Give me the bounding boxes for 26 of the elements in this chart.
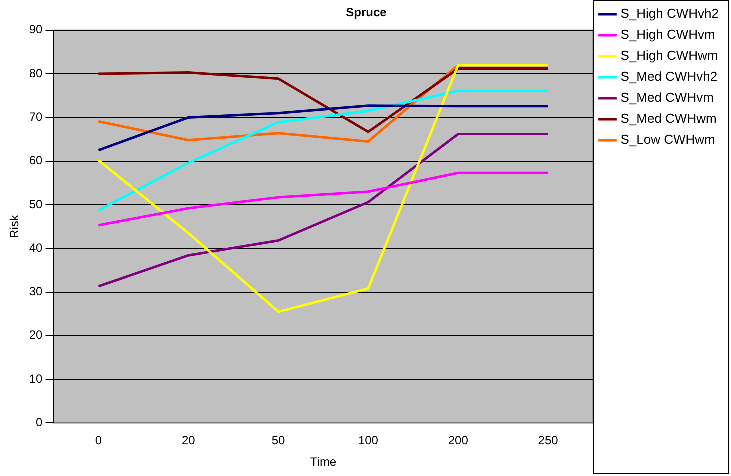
y-tick-label: 60: [29, 154, 44, 168]
x-axis-title: Time: [310, 455, 337, 470]
y-tick-label: 70: [29, 110, 44, 124]
x-tick-label: 250: [538, 434, 559, 448]
y-tick-label: 80: [29, 66, 44, 80]
legend-label: S_Med CWHvh2: [620, 69, 718, 84]
y-tick-label: 40: [29, 240, 44, 255]
legend-label: S_Low CWHwm: [620, 132, 716, 148]
x-tick-label: 100: [358, 434, 379, 448]
y-tick-label: 0: [36, 416, 44, 430]
legend-label: S_Med CWHvm: [620, 90, 714, 106]
legend-label: S_High CWHwm: [620, 48, 718, 64]
legend-label: S_High CWHvm: [620, 27, 716, 42]
y-tick-label: 10: [29, 372, 44, 386]
chart-title: Spruce: [346, 6, 388, 20]
x-tick-label: 20: [182, 434, 196, 448]
y-tick-label: 20: [29, 328, 44, 342]
legend-label: S_Med CWHwm: [620, 111, 717, 126]
y-axis-title: Risk: [8, 214, 22, 238]
y-tick-label: 50: [29, 197, 44, 212]
y-tick-label: 90: [29, 22, 44, 37]
x-tick-label: 50: [272, 434, 286, 448]
legend-label: S_High CWHvh2: [620, 6, 720, 22]
x-tick-label: 0: [95, 434, 102, 448]
y-tick-label: 30: [29, 284, 44, 299]
x-tick-label: 200: [448, 434, 469, 448]
